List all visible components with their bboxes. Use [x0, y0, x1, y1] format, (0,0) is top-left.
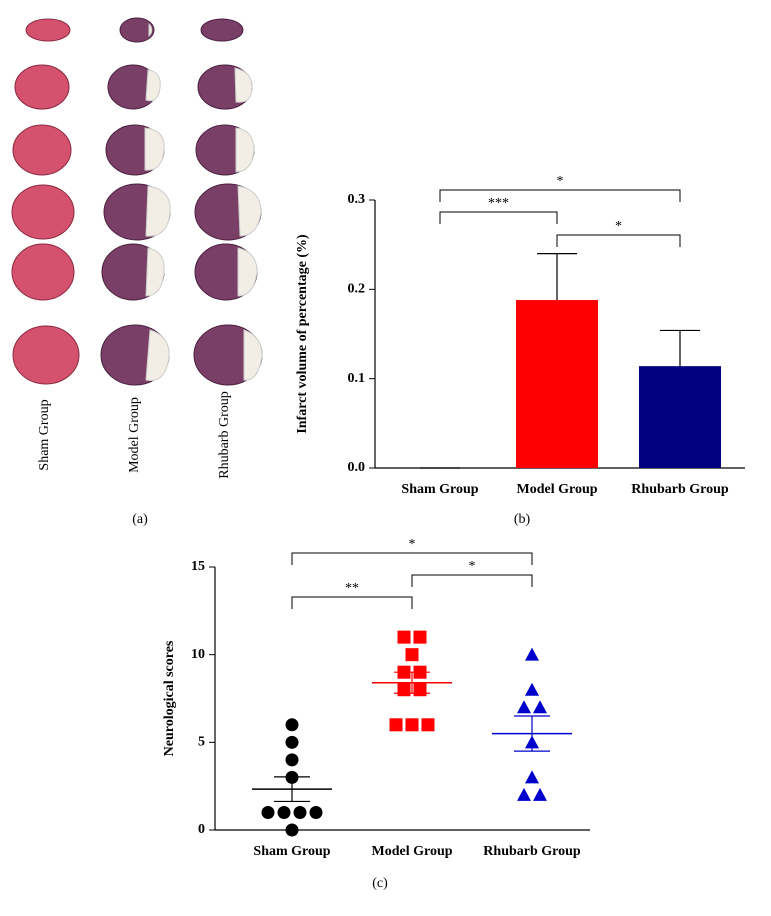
- slice: [11, 184, 75, 240]
- significance-bracket: [291, 552, 533, 565]
- y-tick-label: 15: [191, 559, 205, 574]
- slice: [25, 18, 71, 42]
- group-label: Model Group: [127, 397, 142, 473]
- point: [309, 805, 323, 819]
- brain-slices: [11, 17, 263, 386]
- infarct: [243, 329, 263, 381]
- point: [517, 787, 531, 801]
- point: [525, 647, 539, 661]
- point: [525, 682, 539, 696]
- y-tick-label: 0.2: [348, 282, 366, 297]
- point: [533, 700, 547, 714]
- point: [405, 648, 419, 662]
- y-tick-label: 0.3: [348, 192, 366, 207]
- significance-bracket: [411, 574, 533, 587]
- point: [533, 787, 547, 801]
- y-tick-label: 0.1: [348, 371, 366, 386]
- point: [285, 753, 299, 767]
- y-tick-label: 0: [198, 822, 205, 837]
- point: [293, 805, 307, 819]
- point: [389, 718, 403, 732]
- slice: [12, 124, 72, 176]
- y-tick-label: 0.0: [348, 460, 366, 475]
- point: [525, 770, 539, 784]
- significance-bracket: [556, 234, 681, 247]
- x-tick-label: Model Group: [516, 482, 597, 497]
- infarct: [145, 329, 170, 381]
- x-tick-label: Sham Group: [401, 482, 478, 497]
- point: [421, 718, 435, 732]
- significance-label: *: [469, 559, 476, 574]
- x-tick-label: Rhubarb Group: [483, 844, 581, 859]
- infarct: [235, 127, 255, 173]
- y-axis-label: Infarct volume of percentage (%): [295, 234, 310, 434]
- x-tick-label: Rhubarb Group: [631, 482, 729, 497]
- infarct: [144, 127, 165, 171]
- point: [413, 630, 427, 644]
- infarct: [237, 247, 258, 297]
- slice: [119, 17, 155, 43]
- x-tick-label: Sham Group: [253, 844, 330, 859]
- point: [261, 805, 275, 819]
- slice: [14, 64, 70, 110]
- point: [285, 718, 299, 732]
- infarct: [237, 185, 262, 237]
- slice: [12, 325, 80, 385]
- significance-bracket: [439, 211, 558, 224]
- significance-label: *: [557, 174, 564, 189]
- group-label: Sham Group: [37, 399, 52, 470]
- point: [285, 735, 299, 749]
- infarct: [145, 247, 165, 297]
- y-tick-label: 5: [198, 735, 205, 750]
- point: [405, 718, 419, 732]
- bar: [639, 366, 721, 468]
- y-axis-label: Neurological scores: [162, 640, 177, 756]
- y-tick-label: 10: [191, 647, 205, 662]
- caption: (a): [132, 512, 148, 527]
- infarct: [234, 67, 253, 103]
- significance-label: *: [409, 537, 416, 552]
- significance-bracket: [439, 189, 681, 202]
- caption: (b): [514, 512, 531, 527]
- point: [397, 630, 411, 644]
- slice: [200, 18, 244, 42]
- significance-label: ***: [488, 196, 509, 211]
- infarct: [145, 69, 161, 102]
- point: [517, 700, 531, 714]
- significance-bracket: [291, 596, 413, 609]
- point: [285, 823, 299, 837]
- bar: [516, 300, 598, 468]
- group-label: Rhubarb Group: [217, 391, 232, 479]
- infarct: [145, 185, 171, 237]
- caption: (c): [372, 876, 388, 891]
- point: [413, 683, 427, 697]
- infarct: [148, 22, 153, 38]
- point: [277, 805, 291, 819]
- point: [397, 683, 411, 697]
- significance-label: *: [615, 219, 622, 234]
- significance-label: **: [345, 581, 359, 596]
- slice: [11, 243, 75, 301]
- x-tick-label: Model Group: [371, 844, 452, 859]
